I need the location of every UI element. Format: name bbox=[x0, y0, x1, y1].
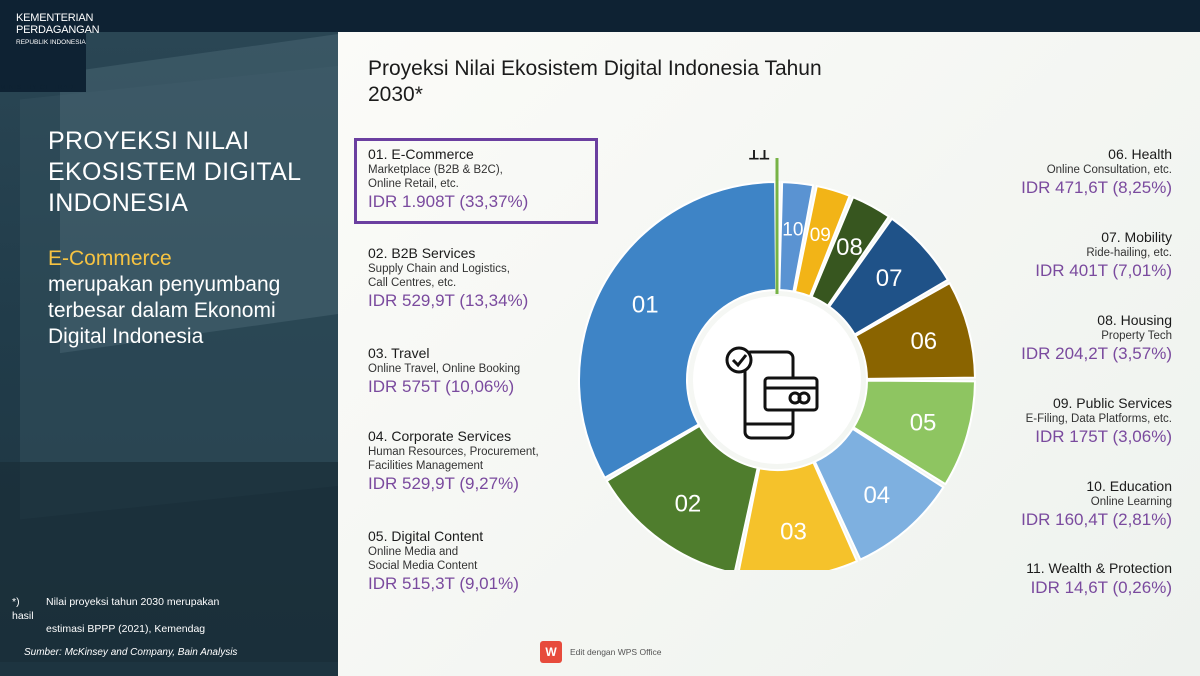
slice-label-05: 05 bbox=[910, 409, 937, 436]
legend-name: 02. B2B Services bbox=[368, 245, 476, 261]
legend-entry-2: 02. B2B Services Supply Chain and Logisti… bbox=[368, 245, 528, 312]
legend-value: IDR 529,9T (9,27%) bbox=[368, 474, 519, 493]
slice-label-10: 10 bbox=[782, 219, 803, 240]
slice-label-11: 11 bbox=[747, 150, 770, 165]
legend-value: IDR 204,2T (3,57%) bbox=[1021, 344, 1172, 363]
footnote-line-1: Nilai proyeksi tahun 2030 merupakan bbox=[46, 596, 220, 608]
legend-name: 10. Education bbox=[1086, 478, 1172, 494]
legend-name: 07. Mobility bbox=[1101, 229, 1172, 245]
slice-label-07: 07 bbox=[876, 265, 903, 292]
legend-name: 06. Health bbox=[1108, 146, 1172, 162]
slice-05 bbox=[852, 379, 977, 486]
legend-value: IDR 175T (3,06%) bbox=[1035, 427, 1172, 446]
legend-desc: Ride-hailing, etc. bbox=[1086, 247, 1172, 259]
slice-02 bbox=[605, 424, 759, 570]
ministry-logo: KEMENTERIAN PERDAGANGAN REPUBLIK INDONES… bbox=[0, 0, 100, 92]
legend-desc: Online Media and bbox=[368, 546, 459, 558]
legend-desc: Online Consultation, etc. bbox=[1046, 164, 1172, 176]
left-panel bbox=[0, 32, 338, 676]
slice-label-01: 01 bbox=[632, 292, 659, 319]
legend-name: 08. Housing bbox=[1097, 312, 1172, 328]
legend-value: IDR 160,4T (2,81%) bbox=[1021, 510, 1172, 529]
logo-line-2: PERDAGANGAN bbox=[16, 24, 100, 36]
slice-10 bbox=[778, 181, 815, 293]
legend-desc: E-Filing, Data Platforms, etc. bbox=[1025, 413, 1172, 425]
wps-text: Edit dengan WPS Office bbox=[570, 647, 662, 657]
footnote-hasil: hasil bbox=[12, 610, 34, 622]
slice-label-08: 08 bbox=[836, 234, 863, 261]
legend-desc: Property Tech bbox=[1101, 330, 1172, 342]
legend-entry-1: 01. E-Commerce Marketplace (B2B & B2C), On… bbox=[368, 146, 528, 213]
legend-desc: Online Learning bbox=[1090, 496, 1172, 508]
legend-value: IDR 515,3T (9,01%) bbox=[368, 574, 519, 593]
slice-label-04: 04 bbox=[863, 482, 890, 509]
keyboard-photo-shape bbox=[0, 462, 338, 662]
slice-04 bbox=[813, 427, 945, 561]
left-subtitle: merupakan penyumbang terbesar dalam Ekon… bbox=[48, 273, 281, 348]
logo-line-1: KEMENTERIAN bbox=[16, 12, 94, 24]
legend-desc: Call Centres, etc. bbox=[368, 277, 457, 289]
legend-value: IDR 575T (10,06%) bbox=[368, 377, 515, 396]
legend-entry-10: 10. Education Online Learning IDR 160,4T (… bbox=[1021, 478, 1172, 531]
legend-value: IDR 14,6T (0,26%) bbox=[1030, 578, 1172, 597]
legend-name: 09. Public Services bbox=[1052, 395, 1172, 411]
legend-name: 03. Travel bbox=[368, 345, 430, 361]
legend-desc: Marketplace (B2B & B2C), bbox=[368, 164, 503, 176]
logo-line-3: REPUBLIK INDONESIA bbox=[16, 39, 86, 46]
legend-name: 11. Wealth & Protection bbox=[1026, 560, 1172, 576]
legend-entry-3: 03. Travel Online Travel, Online Booking I… bbox=[368, 345, 520, 398]
legend-entry-7: 07. Mobility Ride-hailing, etc. IDR 401T (… bbox=[1035, 229, 1172, 282]
footnote-mark: *) bbox=[12, 596, 20, 608]
legend-desc: Online Retail, etc. bbox=[368, 178, 459, 190]
legend-value: IDR 401T (7,01%) bbox=[1035, 261, 1172, 280]
left-highlight: E-Commerce bbox=[48, 247, 172, 270]
chart-title: Proyeksi Nilai Ekosistem Digital Indones… bbox=[368, 57, 822, 106]
slice-09 bbox=[793, 184, 851, 298]
legend-name: 01. E-Commerce bbox=[368, 146, 474, 162]
slice-08 bbox=[810, 195, 891, 308]
legend-entry-5: 05. Digital Content Online Media and Socia… bbox=[368, 528, 519, 595]
slice-label-09: 09 bbox=[810, 225, 831, 246]
legend-desc: Supply Chain and Logistics, bbox=[368, 263, 510, 275]
legend-name: 05. Digital Content bbox=[368, 528, 484, 544]
footnote-line-2: estimasi BPPP (2021), Kemendag bbox=[46, 623, 206, 635]
legend-value: IDR 1.908T (33,37%) bbox=[368, 192, 529, 211]
legend-desc: Online Travel, Online Booking bbox=[368, 363, 521, 375]
legend-entry-4: 04. Corporate Services Human Resources, P… bbox=[368, 428, 539, 495]
legend-desc: Facilities Management bbox=[368, 460, 484, 472]
slice-label-03: 03 bbox=[780, 518, 807, 545]
left-title: PROYEKSI NILAI EKOSISTEM DIGITAL INDONES… bbox=[48, 127, 301, 217]
slice-01 bbox=[578, 180, 778, 480]
legend-name: 04. Corporate Services bbox=[368, 428, 512, 444]
slice-06 bbox=[854, 281, 976, 380]
legend-value: IDR 529,9T (13,34%) bbox=[368, 291, 529, 310]
slice-03 bbox=[737, 461, 859, 570]
ecommerce-highlight-box bbox=[354, 138, 598, 224]
legend-entry-9: 09. Public Services E-Filing, Data Platfo… bbox=[1026, 395, 1172, 448]
slice-07 bbox=[827, 217, 950, 336]
legend-entry-8: 08. Housing Property Tech IDR 204,2T (3,57… bbox=[1021, 312, 1172, 365]
legend-desc: Social Media Content bbox=[368, 560, 478, 572]
legend-entry-11: 11. Wealth & Protection IDR 14,6T (0,26%) bbox=[1026, 560, 1172, 599]
wps-watermark: W Edit dengan WPS Office bbox=[540, 641, 662, 663]
legend-desc: Human Resources, Procurement, bbox=[368, 446, 539, 458]
digital-payment-icon bbox=[725, 346, 819, 440]
slice-label-06: 06 bbox=[910, 328, 937, 355]
legend-entry-6: 06. Health Online Consultation, etc. IDR 4… bbox=[1021, 146, 1172, 199]
logo-ministry-text: MINISTRY OF TRADE bbox=[0, 84, 79, 91]
slice-label-02: 02 bbox=[675, 491, 702, 518]
wps-icon: W bbox=[540, 641, 562, 663]
source-note: Sumber: McKinsey and Company, Bain Analy… bbox=[24, 647, 238, 658]
top-bar bbox=[0, 0, 1200, 32]
legend-value: IDR 471,6T (8,25%) bbox=[1021, 178, 1172, 197]
